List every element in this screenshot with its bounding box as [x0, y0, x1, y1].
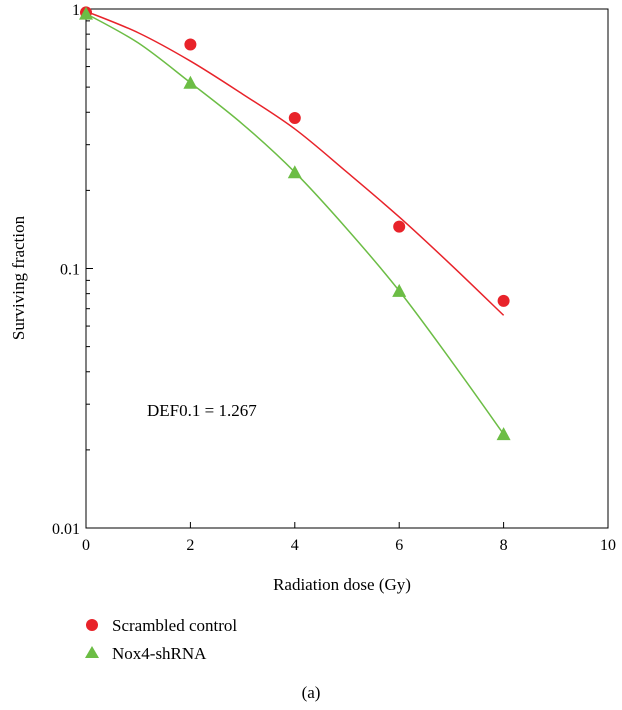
- legend-label-scrambled-control: Scrambled control: [112, 616, 237, 635]
- y-axis: 1 0.1 0.01: [52, 2, 93, 538]
- data-point-series-1: [287, 165, 302, 179]
- data-point-series-0: [184, 38, 197, 51]
- legend-marker-nox4-shrna: [85, 646, 99, 658]
- x-tick-label: 0: [82, 537, 90, 554]
- data-point-series-1: [183, 75, 198, 89]
- x-axis: 0 2 4 6 8 10: [82, 522, 616, 554]
- data-point-series-1: [392, 283, 407, 297]
- y-axis-label: Surviving fraction: [9, 215, 28, 340]
- fit-curves: [85, 10, 505, 435]
- data-points: [79, 6, 511, 441]
- plot-frame: [85, 8, 609, 529]
- data-point-series-0: [393, 220, 406, 233]
- x-tick-label: 2: [186, 537, 194, 554]
- y-tick-label: 0.01: [52, 521, 80, 538]
- panel-label: (a): [302, 683, 321, 702]
- y-tick-label: 0.1: [60, 262, 80, 279]
- data-point-series-0: [497, 294, 510, 307]
- fit-curve-series-1: [85, 12, 505, 435]
- data-point-series-1: [79, 6, 93, 20]
- data-point-series-1: [496, 427, 511, 441]
- y-tick-label: 1: [72, 2, 80, 19]
- fit-curve-series-0: [85, 10, 505, 316]
- x-tick-label: 8: [500, 537, 508, 554]
- legend: Scrambled control Nox4-shRNA: [85, 616, 237, 663]
- x-tick-label: 4: [291, 537, 299, 554]
- x-axis-label: Radiation dose (Gy): [273, 575, 411, 594]
- annotation-def: DEF0.1 = 1.267: [147, 401, 257, 420]
- x-tick-label: 10: [600, 537, 616, 554]
- data-point-series-0: [288, 112, 301, 125]
- x-tick-label: 6: [395, 537, 403, 554]
- legend-marker-scrambled-control: [86, 619, 98, 631]
- legend-label-nox4-shrna: Nox4-shRNA: [112, 644, 207, 663]
